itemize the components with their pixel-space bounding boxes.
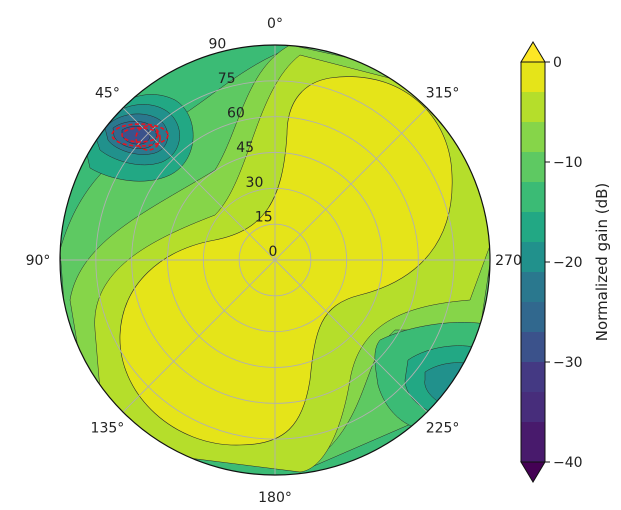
colorbar-ticks: 0 −10 −20 −30 −40: [545, 55, 583, 471]
radial-tick-label: 60: [227, 106, 245, 122]
colorbar-band: [521, 242, 545, 272]
polar-outline: [59, 44, 491, 476]
radial-tick-label: 45: [236, 140, 254, 156]
angular-tick-label: 0°: [267, 16, 283, 32]
grid-spoke-315: [274, 107, 428, 261]
colorbar-band: [521, 332, 545, 362]
colorbar-band: [521, 272, 545, 302]
angular-tick-label: 270°: [495, 253, 529, 269]
grid-spoke-135: [122, 259, 276, 413]
radial-tick-labels: 0 15 30 45 60 75 90: [208, 36, 277, 260]
radial-tick-label: 30: [246, 175, 264, 191]
angular-tick-labels: 0° 45° 90° 135° 180° 225° 270° 315°: [26, 16, 529, 506]
colorbar-bands: [521, 62, 545, 462]
colorbar-extend-top: [520, 41, 546, 63]
angular-tick-label: 90°: [26, 253, 51, 269]
colorbar-tick-label: −30: [553, 355, 583, 371]
colorbar-band: [521, 422, 545, 462]
contour-level-minus3: [119, 76, 453, 446]
polar-plot: 0° 45° 90° 135° 180° 225° 270° 315° 0 15 30 45 60 75…: [26, 16, 529, 506]
radial-tick-label: 90: [208, 36, 226, 52]
colorbar-band: [521, 392, 545, 422]
colorbar-band: [521, 302, 545, 332]
radial-tick-label: 0: [269, 244, 278, 260]
grid-spoke-45: [122, 107, 276, 261]
colorbar-band: [521, 62, 545, 92]
grid-spoke-225: [274, 259, 428, 413]
angular-tick-label: 225°: [426, 421, 460, 437]
angular-tick-label: 135°: [91, 421, 125, 437]
colorbar-band: [521, 122, 545, 152]
colorbar-tick-label: −40: [553, 455, 583, 471]
colorbar-extend-bottom: [520, 461, 546, 483]
colorbar: 0 −10 −20 −30 −40 Normalized gain (dB): [520, 41, 611, 483]
polar-grid: [60, 45, 490, 475]
colorbar-band: [521, 92, 545, 122]
angular-tick-label: 180°: [258, 490, 292, 506]
colorbar-tick-label: −10: [553, 155, 583, 171]
colorbar-band: [521, 212, 545, 242]
colorbar-band: [521, 182, 545, 212]
colorbar-band: [521, 152, 545, 182]
red-null-marker: [111, 123, 169, 151]
colorbar-tick-label: −20: [553, 255, 583, 271]
angular-tick-label: 45°: [95, 85, 120, 101]
radial-tick-label: 75: [218, 71, 236, 87]
colorbar-tick-label: 0: [553, 55, 562, 71]
colorbar-band: [521, 362, 545, 392]
colorbar-label: Normalized gain (dB): [593, 183, 611, 342]
angular-tick-label: 315°: [426, 85, 460, 101]
radial-tick-label: 15: [255, 209, 273, 225]
